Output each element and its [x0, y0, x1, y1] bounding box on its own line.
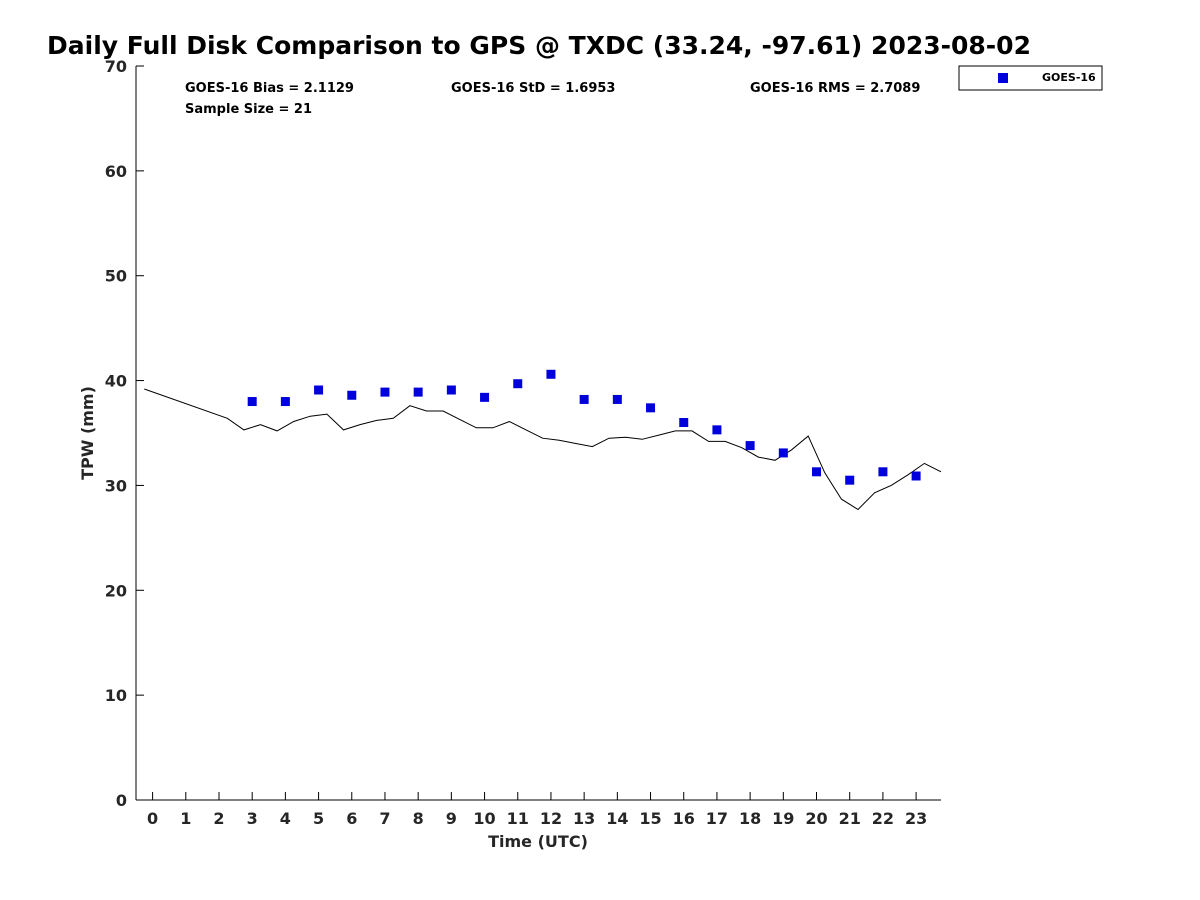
goes16-point [446, 385, 456, 395]
x-tick-label: 2 [213, 809, 224, 828]
x-tick-label: 6 [346, 809, 357, 828]
x-tick-label: 16 [673, 809, 695, 828]
goes16-point [778, 448, 788, 458]
y-tick-label: 40 [105, 372, 127, 391]
goes16-point [280, 397, 290, 407]
y-tick-label: 0 [116, 791, 127, 810]
legend: GOES-16 [958, 65, 1103, 91]
y-tick-label: 30 [105, 476, 127, 495]
goes16-point [878, 467, 888, 477]
x-tick-label: 9 [446, 809, 457, 828]
legend-entry-goes16: GOES-16 [1042, 71, 1096, 84]
sample-size-stat: Sample Size = 21 [185, 102, 312, 117]
goes16-point [845, 475, 855, 485]
chart-title: Daily Full Disk Comparison to GPS @ TXDC… [47, 31, 1031, 60]
x-ticks: 0 1 2 3 4 5 6 7 8 9 10 11 12 13 14 15 16 17 18 19 20 21 22 23 [147, 792, 927, 828]
y-axis-label: TPW (mm) [78, 386, 97, 480]
x-tick-label: 1 [180, 809, 191, 828]
goes16-point [413, 387, 423, 397]
x-tick-label: 20 [805, 809, 827, 828]
axes [135, 66, 941, 801]
goes16-point [347, 390, 357, 400]
x-tick-label: 13 [573, 809, 595, 828]
goes16-point [712, 425, 722, 435]
y-ticks: 0 10 20 30 40 50 60 70 [105, 57, 144, 810]
goes16-point-series [247, 369, 921, 485]
goes16-point [513, 379, 523, 389]
x-tick-label: 21 [839, 809, 861, 828]
x-tick-label: 22 [872, 809, 894, 828]
goes16-point [612, 394, 622, 404]
y-tick-label: 20 [105, 581, 127, 600]
x-tick-label: 15 [639, 809, 661, 828]
rms-stat: GOES-16 RMS = 2.7089 [750, 81, 920, 96]
x-tick-label: 7 [379, 809, 390, 828]
x-tick-label: 10 [473, 809, 495, 828]
y-tick-label: 70 [105, 57, 127, 76]
goes16-point [911, 471, 921, 481]
x-tick-label: 0 [147, 809, 158, 828]
gps-line [144, 388, 942, 511]
legend-box [958, 65, 1103, 91]
goes16-point [745, 441, 755, 451]
x-tick-label: 11 [507, 809, 529, 828]
x-tick-label: 4 [280, 809, 291, 828]
x-tick-label: 5 [313, 809, 324, 828]
goes16-point [646, 403, 656, 413]
goes16-point [380, 387, 390, 397]
x-tick-label: 19 [772, 809, 794, 828]
x-axis-label: Time (UTC) [488, 832, 588, 851]
goes16-point [314, 385, 324, 395]
x-tick-label: 14 [606, 809, 628, 828]
goes16-point [579, 394, 589, 404]
y-tick-label: 60 [105, 162, 127, 181]
gps-line-series [144, 388, 942, 511]
legend-marker [998, 73, 1008, 83]
x-tick-label: 18 [739, 809, 761, 828]
x-tick-label: 23 [905, 809, 927, 828]
goes16-point [546, 369, 556, 379]
x-tick-label: 3 [247, 809, 258, 828]
y-tick-label: 50 [105, 267, 127, 286]
goes16-point [480, 392, 490, 402]
std-stat: GOES-16 StD = 1.6953 [451, 81, 615, 96]
x-tick-label: 8 [413, 809, 424, 828]
x-tick-label: 17 [706, 809, 728, 828]
y-tick-label: 10 [105, 686, 127, 705]
x-tick-label: 12 [540, 809, 562, 828]
goes16-point [679, 418, 689, 428]
stats-annotations: GOES-16 Bias = 2.1129 GOES-16 StD = 1.69… [185, 81, 920, 117]
bias-stat: GOES-16 Bias = 2.1129 [185, 81, 354, 96]
goes16-point [812, 467, 822, 477]
goes16-point [247, 397, 257, 407]
